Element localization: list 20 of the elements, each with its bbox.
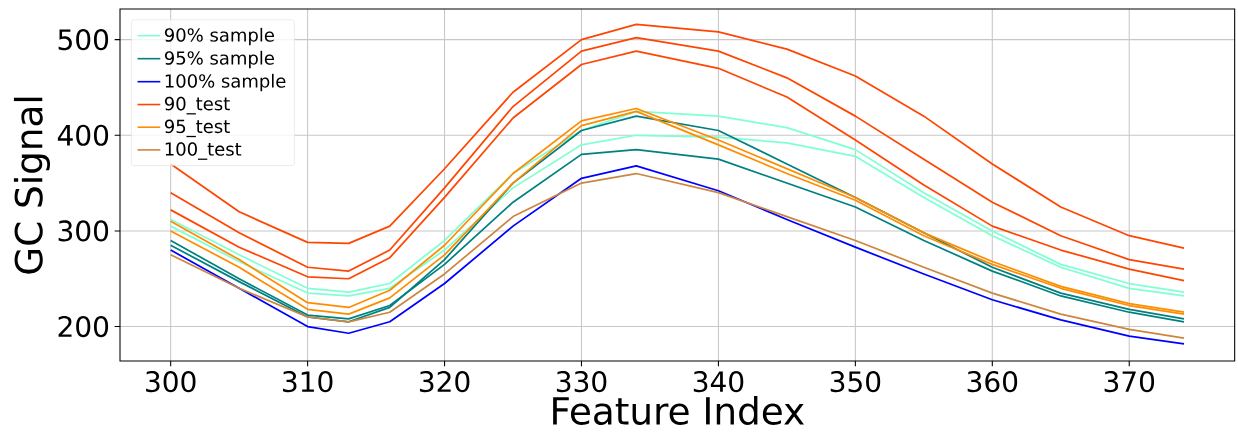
y-tick-label: 300 [58,220,109,242]
x-tick-label: 330 [556,371,607,393]
x-tick-label: 300 [146,371,196,393]
x-tick-label: 360 [967,371,1018,393]
x-tick-label: 310 [283,371,333,393]
y-tick-label: 400 [57,124,109,146]
x-tick-label: 370 [1104,371,1155,393]
y-axis-title: GC Signal [13,97,51,274]
legend-label: 90_test [164,96,230,115]
legend-label: 95_test [164,119,230,138]
legend-label: 100_test [165,142,242,160]
legend-label: 90% sample [164,27,274,46]
legend-label: 95% sample [164,50,274,69]
y-tick-label: 500 [58,29,109,51]
x-axis-title: Feature Index [553,396,804,425]
x-tick-label: 320 [419,371,470,393]
y-tick-label: 200 [58,315,109,338]
legend-label: 100% sample [165,73,286,92]
x-tick-label: 340 [693,371,744,393]
x-tick-label: 350 [830,371,881,393]
